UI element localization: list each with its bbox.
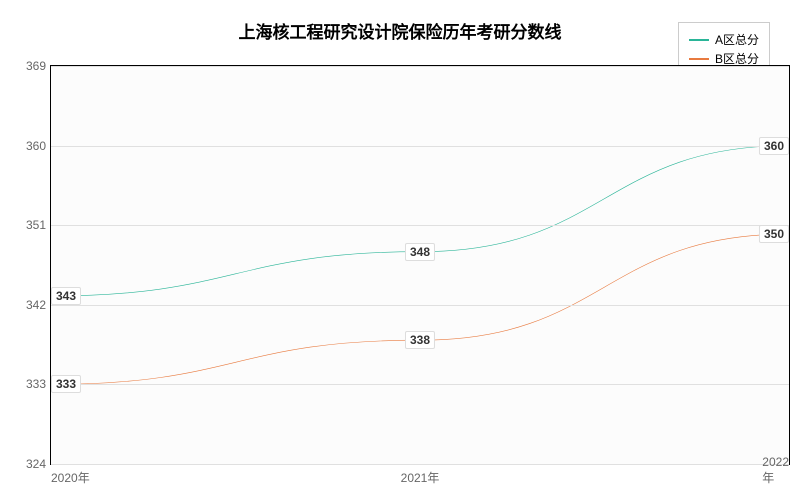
grid-line <box>51 146 789 147</box>
x-tick: 2022年 <box>762 455 789 486</box>
data-label: 348 <box>405 243 435 261</box>
y-tick: 360 <box>11 139 46 153</box>
y-tick: 351 <box>11 218 46 232</box>
grid-line <box>51 305 789 306</box>
chart-title: 上海核工程研究设计院保险历年考研分数线 <box>239 18 562 43</box>
plot-area: 3243333423513603692020年2021年2022年3433483… <box>50 65 790 465</box>
legend-swatch-a <box>689 39 709 41</box>
y-tick: 369 <box>11 59 46 73</box>
data-label: 333 <box>51 375 81 393</box>
x-tick: 2020年 <box>51 469 90 486</box>
lines-svg <box>51 66 789 464</box>
grid-line <box>51 464 789 465</box>
series-line <box>51 146 789 296</box>
grid-line <box>51 225 789 226</box>
data-label: 343 <box>51 287 81 305</box>
data-label: 338 <box>405 331 435 349</box>
data-label: 350 <box>759 225 789 243</box>
chart-container: 上海核工程研究设计院保险历年考研分数线 A区总分 B区总分 3243333423… <box>0 0 800 500</box>
legend-item-a: A区总分 <box>689 31 759 48</box>
grid-line <box>51 66 789 67</box>
legend-swatch-b <box>689 58 709 60</box>
y-tick: 342 <box>11 298 46 312</box>
x-tick: 2021年 <box>401 469 440 486</box>
data-label: 360 <box>759 137 789 155</box>
y-tick: 324 <box>11 457 46 471</box>
grid-line <box>51 384 789 385</box>
legend-label-a: A区总分 <box>715 31 759 48</box>
y-tick: 333 <box>11 377 46 391</box>
